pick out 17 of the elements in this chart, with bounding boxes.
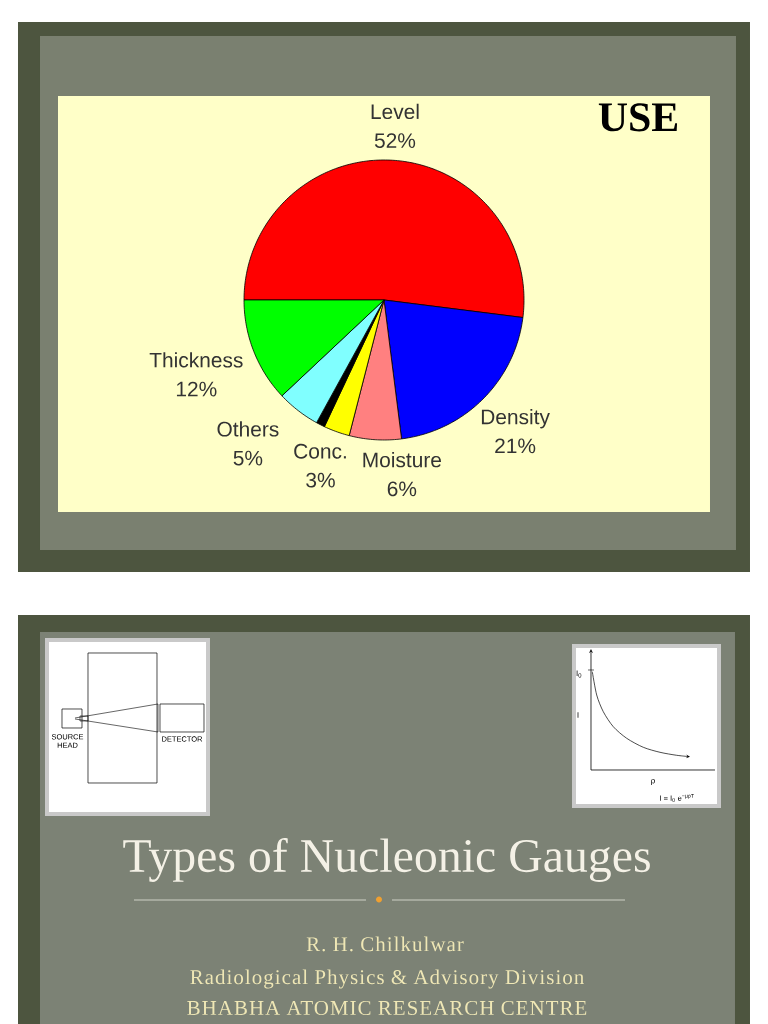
data-label: 3% (306, 472, 335, 488)
slice-label: Moisture (363, 451, 442, 468)
slice-label: Thickness (149, 352, 243, 368)
data-label: 12% (176, 381, 217, 397)
slice-label: Density (481, 408, 550, 429)
data-label: 5% (233, 450, 263, 466)
data-label: 21% (495, 438, 536, 454)
text: Radiological Physics & Advisory Division (190, 969, 584, 989)
slice-label: Level (371, 103, 419, 120)
text: BHABHA ATOMIC RESEARCH CENTRE (187, 1000, 587, 1016)
data-label: 6% (387, 481, 417, 497)
text: USE (598, 103, 678, 132)
text: R. H. Chilkulwar (306, 936, 464, 952)
data-label: 52% (374, 133, 416, 148)
slice-label: Others (217, 421, 279, 437)
text: Types of Nucleonic Gauges (123, 838, 650, 882)
slice-label: Conc. (294, 443, 346, 459)
